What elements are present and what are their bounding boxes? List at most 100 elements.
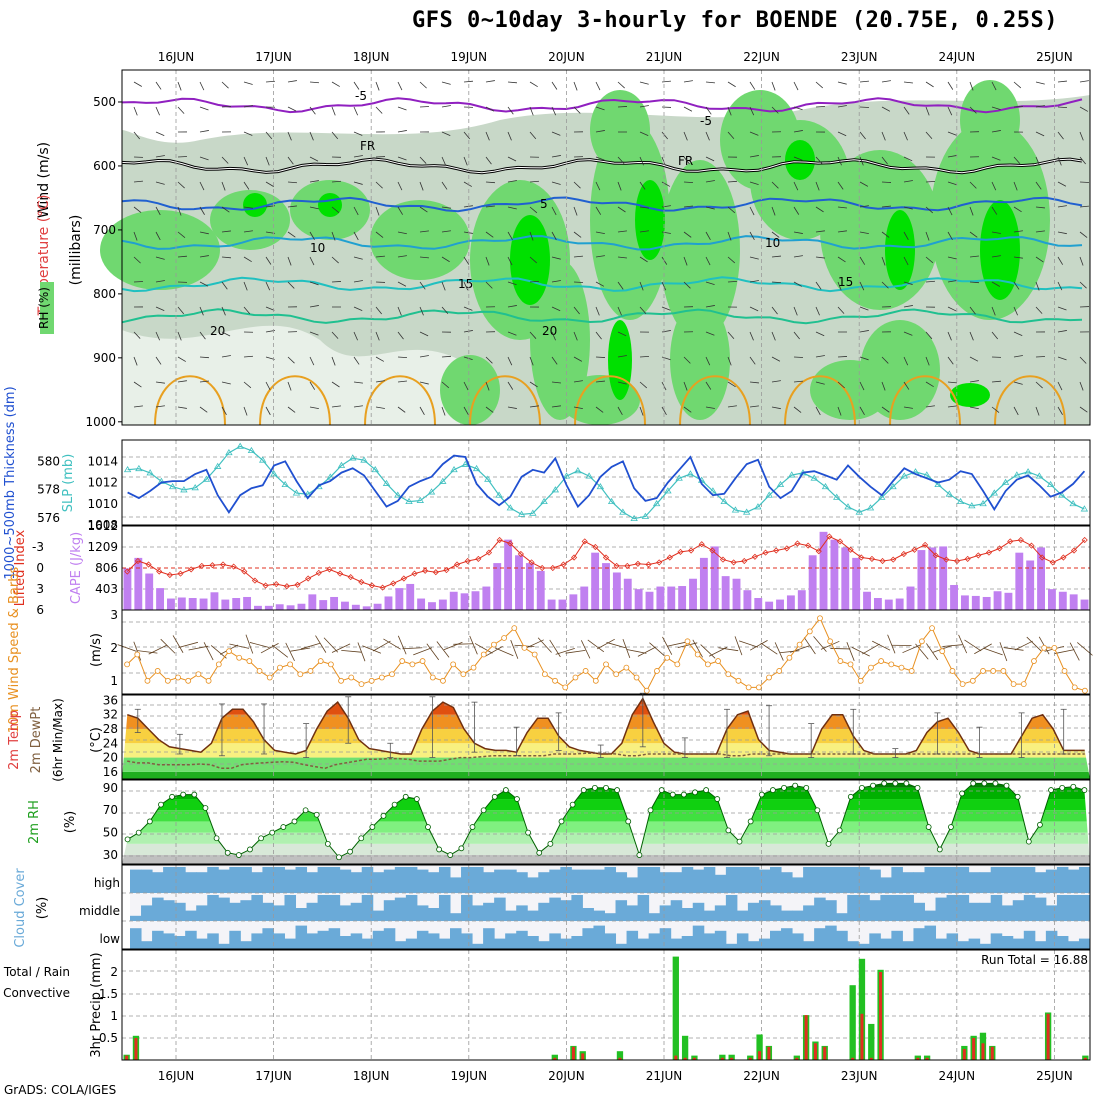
- cloud_middle-bar: [339, 905, 352, 921]
- upper-rh-label: RH (%): [37, 287, 51, 329]
- cloud_high-bar: [770, 867, 782, 893]
- cloud_high-bar: [858, 867, 870, 893]
- isotherm-freezing-inner: [121, 158, 1083, 174]
- li-tick: 6: [36, 603, 44, 617]
- wind-barb: [397, 306, 402, 316]
- cape-bar: [1037, 547, 1045, 610]
- isotherm-label: 10: [765, 236, 780, 250]
- cloud_middle-bar: [770, 905, 782, 921]
- cloud_high-bar: [361, 867, 374, 893]
- isotherm-25: [994, 375, 1066, 426]
- cloud_high-bar: [383, 869, 396, 893]
- cloud_high-bar: [527, 877, 539, 893]
- li-marker: [1039, 554, 1046, 561]
- wind-barb: [749, 231, 755, 241]
- wind-barb: [925, 131, 933, 139]
- cape-bar: [841, 547, 850, 610]
- wind-barb: [397, 206, 403, 215]
- precip-convective-bar: [581, 1053, 585, 1060]
- li-marker: [315, 569, 322, 576]
- slp-marker: [439, 477, 447, 484]
- wind10-marker: [929, 625, 935, 632]
- cloud_low-bar: [803, 941, 815, 949]
- cloud_low-bar: [736, 933, 749, 949]
- wind-barb: [683, 281, 691, 289]
- wind-barb: [1035, 81, 1045, 85]
- wind-barb: [133, 405, 143, 408]
- cloud_middle-bar: [714, 905, 727, 921]
- rh2m-marker: [625, 818, 632, 825]
- wind-barb: [881, 131, 886, 141]
- wind10-marker: [990, 668, 997, 674]
- cape-tick: 403: [95, 582, 118, 596]
- date-label-bottom: 21JUN: [646, 1069, 683, 1083]
- wind-barb: [683, 80, 693, 83]
- li-marker: [326, 566, 333, 573]
- cape-bar: [1015, 552, 1024, 610]
- slp-marker: [641, 512, 650, 519]
- cloud_middle-bar: [692, 902, 705, 921]
- li-marker: [1028, 542, 1035, 549]
- cape-bar: [275, 604, 284, 610]
- wind-barb: [573, 356, 583, 362]
- wind-barb: [617, 106, 628, 108]
- cloud_middle-bar: [924, 910, 937, 921]
- slp-marker: [619, 508, 627, 515]
- wind-barb: [551, 306, 561, 312]
- cloud_low-bar: [383, 928, 396, 949]
- pressure-label: 800: [93, 287, 116, 301]
- cape-bar: [449, 591, 458, 610]
- precip-convective-bar: [674, 1055, 678, 1060]
- wind10-barb: [525, 639, 544, 649]
- cloud_middle-bar: [659, 905, 672, 921]
- li-marker: [379, 584, 386, 591]
- rh2m-marker: [669, 791, 676, 798]
- precip-convective-bar: [823, 1046, 827, 1060]
- wind10-barb: [749, 640, 768, 651]
- cloud_high-bar: [648, 867, 661, 893]
- wind10-marker: [277, 664, 283, 671]
- cloud_high-bar: [262, 867, 274, 893]
- rh2m-marker: [636, 852, 643, 858]
- wind-barb: [243, 105, 253, 108]
- rh2m-marker: [169, 793, 175, 800]
- rh2m-marker: [436, 846, 443, 853]
- wind10-barb: [469, 635, 478, 655]
- cloud_middle-bar: [747, 902, 760, 921]
- date-label-bottom: 23JUN: [841, 1069, 878, 1083]
- cape-bar: [297, 603, 306, 610]
- rh2m-marker: [870, 782, 876, 789]
- cape-bar: [504, 539, 513, 610]
- wind-barb: [463, 181, 472, 187]
- rh2m-marker: [347, 848, 353, 855]
- cape-bar: [873, 598, 882, 610]
- slp-marker: [652, 499, 661, 507]
- cape-bar: [558, 599, 567, 610]
- wind10-marker: [154, 668, 161, 674]
- wind-barb: [419, 331, 429, 337]
- slp-marker: [776, 480, 785, 488]
- wind-barb: [947, 306, 957, 312]
- wind-barb: [529, 131, 537, 140]
- upper-pressure-label: (millibars): [68, 215, 84, 286]
- precip-convective-bar: [925, 1057, 929, 1060]
- li-marker: [517, 550, 524, 558]
- slp-marker: [427, 488, 436, 495]
- wind-barb: [595, 206, 602, 215]
- wind-barb: [353, 356, 360, 365]
- wind-barb: [353, 405, 363, 408]
- cloud_low-bar: [461, 933, 473, 949]
- wind-barb: [815, 181, 820, 191]
- wind-barb: [815, 230, 825, 233]
- slp-tick: 1010: [87, 497, 118, 511]
- wind10-marker: [491, 641, 497, 648]
- wind-barb: [463, 356, 473, 361]
- wind-barb: [199, 231, 209, 235]
- wind-barb: [485, 281, 493, 289]
- cape-bar: [612, 572, 621, 610]
- wind-barb: [595, 356, 606, 358]
- wind10-marker: [613, 671, 620, 678]
- wind-barb: [243, 81, 253, 85]
- li-marker: [560, 561, 567, 568]
- date-label-top: 17JUN: [255, 50, 292, 64]
